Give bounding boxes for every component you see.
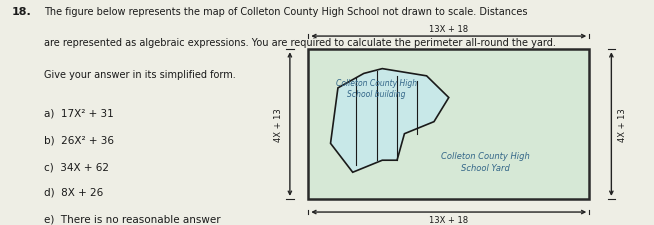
Text: 13X + 18: 13X + 18 [429,215,468,224]
Text: The figure below represents the map of Colleton County High School not drawn to : The figure below represents the map of C… [44,7,528,17]
Text: 4X + 13: 4X + 13 [274,108,283,141]
Text: c)  34X + 62: c) 34X + 62 [44,162,109,172]
Text: d)  8X + 26: d) 8X + 26 [44,187,104,197]
Text: 13X + 18: 13X + 18 [429,25,468,34]
Text: Colleton County High: Colleton County High [336,78,417,87]
Text: 4X + 13: 4X + 13 [618,108,627,141]
Text: Colleton County High: Colleton County High [441,152,530,160]
Text: b)  26X² + 36: b) 26X² + 36 [44,135,114,145]
Bar [309,50,589,199]
Text: are represented as algebraic expressions. You are required to calculate the peri: are represented as algebraic expressions… [44,38,557,48]
Text: School Yard: School Yard [461,164,510,173]
Text: School building: School building [347,89,406,98]
Text: 18.: 18. [12,7,31,17]
Text: e)  There is no reasonable answer: e) There is no reasonable answer [44,214,221,224]
Text: Give your answer in its simplified form.: Give your answer in its simplified form. [44,70,236,80]
Text: a)  17X² + 31: a) 17X² + 31 [44,108,114,118]
Polygon shape [330,69,449,173]
